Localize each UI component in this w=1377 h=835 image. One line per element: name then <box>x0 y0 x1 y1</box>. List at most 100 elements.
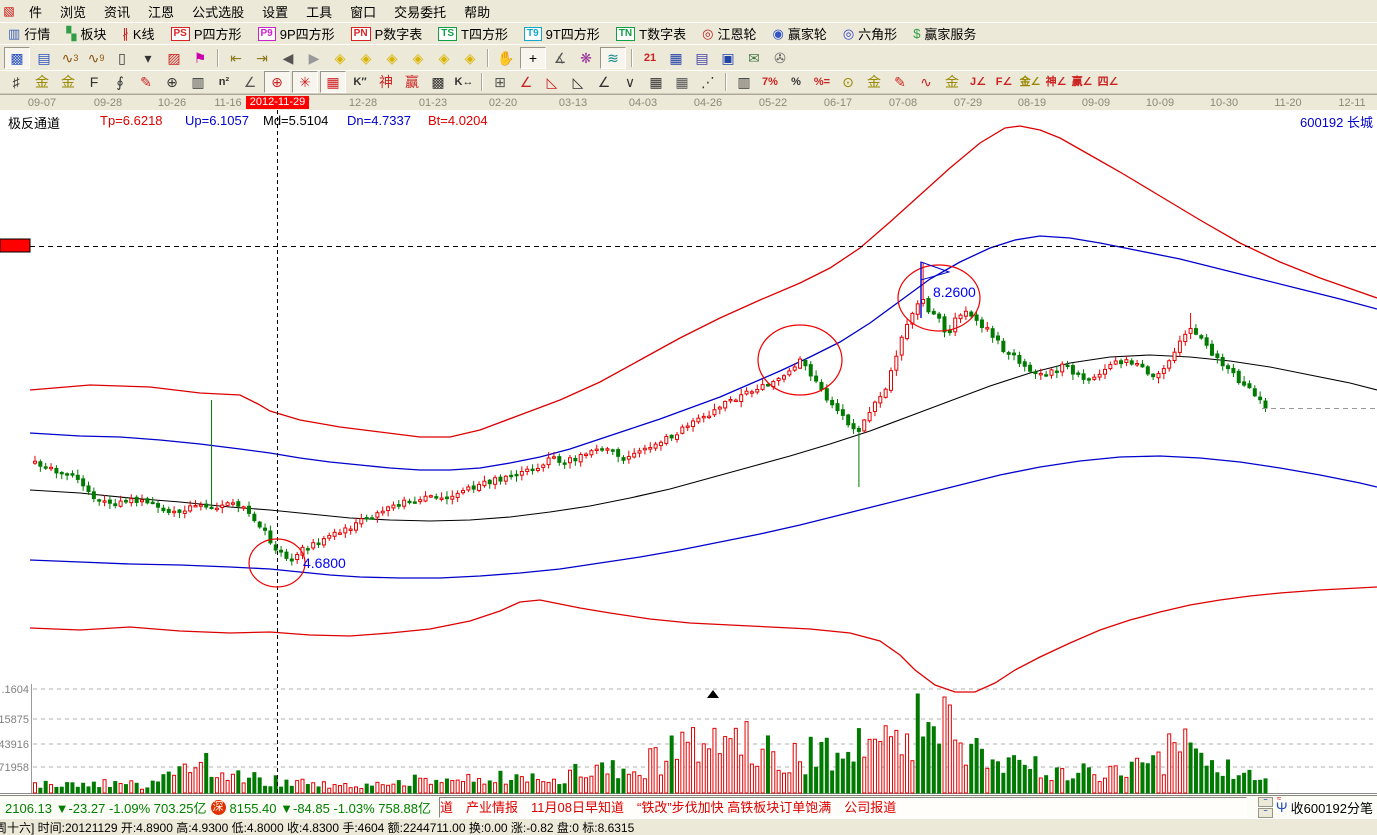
save-icon[interactable]: ▣ <box>721 49 735 66</box>
tick-data-label[interactable]: 收600192分笔 <box>1290 800 1373 816</box>
pan-left-diamond-icon[interactable]: ◈ <box>334 49 346 66</box>
calendar-21-icon[interactable]: 21 <box>643 51 657 64</box>
f-ruler-icon[interactable]: F <box>89 74 99 90</box>
angle-lines-icon[interactable]: ∠ <box>243 74 257 90</box>
fit-all-diamond-icon[interactable]: ◈ <box>464 49 476 66</box>
ying-angle-icon[interactable]: 赢∠ <box>1071 76 1093 88</box>
quickbar-sectors[interactable]: ▚ 板块 <box>58 24 114 44</box>
wave9-icon[interactable]: ∿ 9 <box>87 49 105 66</box>
candle-tool-icon[interactable]: ▯ <box>118 49 126 66</box>
wave-v-icon[interactable]: ∨ <box>624 74 636 90</box>
quickbar-kline[interactable]: ∦ K线 <box>114 24 162 44</box>
menu-item-4[interactable]: 江恩 <box>148 4 175 20</box>
pan-right-diamond-icon[interactable]: ◈ <box>360 49 372 66</box>
calculator-icon[interactable]: ▦ <box>669 49 683 66</box>
k-width-icon[interactable]: K↔ <box>454 76 474 88</box>
expand-h-diamond-icon[interactable]: ◈ <box>386 49 398 66</box>
fan-box2-icon[interactable]: ◺ <box>572 74 584 90</box>
price-scale-icon[interactable]: ▥ <box>737 74 751 90</box>
f-angle-icon[interactable]: F∠ <box>995 76 1013 88</box>
quickbar-winner-wheel[interactable]: ◉ 赢家轮 <box>764 24 834 44</box>
gold-angle-icon[interactable]: 金∠ <box>1019 76 1041 88</box>
menu-item-9[interactable]: 交易委托 <box>394 4 447 20</box>
wave-ruler-icon[interactable]: ≋ <box>600 46 626 69</box>
first-bar-icon[interactable]: ⇤ <box>230 49 242 66</box>
quickbar-t-number-table[interactable]: TN T数字表 <box>608 24 694 44</box>
quickbar-9p-square[interactable]: P9 9P四方形 <box>250 24 343 44</box>
gann-star-icon[interactable]: ✳ <box>292 71 318 93</box>
spiral-icon[interactable]: ∮ <box>116 74 124 90</box>
comb-lines-icon[interactable]: ▥ <box>191 74 205 90</box>
quickbar-t-square[interactable]: TS T四方形 <box>430 24 516 44</box>
percent-icon[interactable]: % <box>791 76 801 88</box>
dropdown-caret-icon[interactable]: ▾ <box>144 49 152 66</box>
quickbar-winner-service[interactable]: $ 赢家服务 <box>905 24 984 44</box>
shen-angle-icon[interactable]: 神∠ <box>1045 76 1067 88</box>
percent-lines-icon[interactable]: %= <box>813 76 831 88</box>
red-pattern-icon[interactable]: ▨ <box>167 49 181 66</box>
percent-7-icon[interactable]: 7% <box>762 76 778 88</box>
gold-ruler-icon[interactable]: 金 <box>35 74 49 90</box>
red-brush-icon[interactable]: ✎ <box>894 74 906 90</box>
selected-date-highlight[interactable]: 2012-11-29 <box>246 96 309 109</box>
shade-grid-icon[interactable]: ▩ <box>431 74 445 90</box>
candlestick-chart[interactable]: .1604 15875 43916 71958 8.2600 4.6800 <box>0 110 1377 795</box>
circle-main-peak-annotation[interactable] <box>897 264 981 332</box>
chart-area[interactable]: 极反通道 Tp=6.6218 Up=6.1057 Md=5.5104 Dn=4.733… <box>0 110 1377 795</box>
prev-bar-icon[interactable]: ◀ <box>282 49 294 66</box>
compass-circle-icon[interactable]: ⊕ <box>166 74 178 90</box>
zoom-in-diamond-icon[interactable]: ◈ <box>438 49 450 66</box>
gold-lines-icon[interactable]: 金 <box>945 74 959 90</box>
crosshair-tool-icon[interactable]: + <box>520 46 546 69</box>
quickbar-gann-wheel[interactable]: ◎ 江恩轮 <box>694 24 764 44</box>
airbrush-icon[interactable]: ✎ <box>140 74 152 90</box>
last-bar-icon[interactable]: ⇥ <box>256 49 268 66</box>
gann-circle-icon[interactable]: ⊕ <box>264 71 290 93</box>
compress-diamond-icon[interactable]: ◈ <box>412 49 424 66</box>
grid-box2-icon[interactable]: ▦ <box>675 74 689 90</box>
fan-lines-icon[interactable]: ∠ <box>519 74 533 90</box>
gold-circle-icon[interactable]: ⊙ <box>842 74 854 90</box>
menu-item-10[interactable]: 帮助 <box>464 4 491 20</box>
menu-item-1[interactable]: 件 <box>29 4 43 20</box>
next-bar-icon[interactable]: ▶ <box>308 49 320 66</box>
zigzag-pattern-icon[interactable]: ▩ <box>4 46 30 69</box>
menu-item-7[interactable]: 工具 <box>306 4 333 20</box>
shen-ruler-icon[interactable]: 神 <box>379 74 393 90</box>
menu-item-5[interactable]: 公式选股 <box>192 4 245 20</box>
gold-section-icon[interactable]: 金 <box>867 74 881 90</box>
fan-box-icon[interactable]: ◺ <box>546 74 558 90</box>
parallel-lines-icon[interactable]: ⋰ <box>701 74 715 90</box>
ticker-scroll-spinner[interactable]: − − <box>1257 796 1273 818</box>
list-info-icon[interactable]: ▤ <box>37 49 51 66</box>
gann-flower-icon[interactable]: ❋ <box>580 49 592 66</box>
menu-item-6[interactable]: 设置 <box>262 4 289 20</box>
grid-tool-icon[interactable]: ♯ <box>12 74 20 90</box>
gold-ruler2-icon[interactable]: 金 <box>61 74 75 90</box>
quickbar-hexagon[interactable]: ◎ 六角形 <box>835 24 905 44</box>
quickbar-quotes[interactable]: ▥ 行情 <box>0 24 58 44</box>
flag-histogram-icon[interactable]: ⚑ <box>193 49 207 66</box>
angle-measure-icon[interactable]: ∡ <box>553 49 567 66</box>
trend-angle-icon[interactable]: ∠ <box>597 74 611 90</box>
k-quote-icon[interactable]: K″ <box>353 76 367 88</box>
menu-item-8[interactable]: 窗口 <box>350 4 377 20</box>
app-icon[interactable]: ▧ <box>3 4 15 18</box>
notepad-icon[interactable]: ▤ <box>695 49 709 66</box>
news-ticker[interactable]: 道 产业情报 11月08日早知道 “铁改”步伐加快 高铁板块订单饱满 公司报道 <box>439 796 1248 818</box>
circle-first-peak-annotation[interactable] <box>757 324 843 396</box>
circle-bottom-annotation[interactable] <box>248 538 306 588</box>
menu-item-3[interactable]: 资讯 <box>104 4 131 20</box>
wave3-icon[interactable]: ∿ 3 <box>61 49 79 66</box>
quickbar-p-square[interactable]: PS P四方形 <box>163 24 250 44</box>
square-ruler-icon[interactable]: ⊞ <box>494 74 506 90</box>
wave-percent-icon[interactable]: ∿ <box>920 74 932 90</box>
menu-item-2[interactable]: 浏览 <box>60 4 87 20</box>
gann-box-icon[interactable]: ▦ <box>320 71 346 93</box>
grid-box-icon[interactable]: ▦ <box>649 74 663 90</box>
mark-price-flag[interactable] <box>0 238 31 253</box>
export-mail-icon[interactable]: ✉ <box>748 49 760 66</box>
si-angle-icon[interactable]: 四∠ <box>1097 76 1119 88</box>
quickbar-p-number-table[interactable]: PN P数字表 <box>343 24 431 44</box>
n-squared-icon[interactable]: n² <box>218 76 230 88</box>
